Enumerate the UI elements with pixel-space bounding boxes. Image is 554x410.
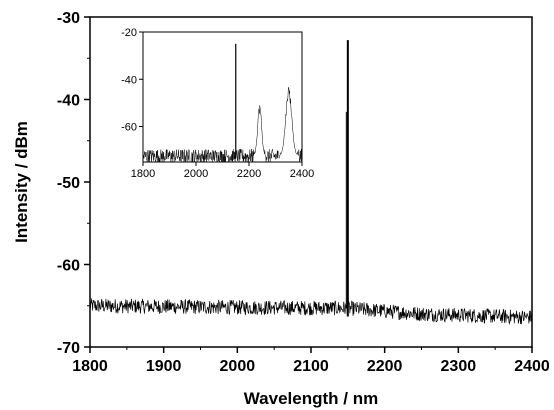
inset-x-tick-label: 2400: [290, 168, 314, 180]
x-axis-label: Wavelength / nm: [244, 389, 378, 408]
inset-plot: 1800 2000 2200 2400 -20 -40 -60: [121, 27, 314, 180]
inset-x-tick-label: 2000: [184, 168, 208, 180]
main-x-tick-label: 2400: [514, 358, 550, 375]
main-y-tick-label: -70: [57, 340, 80, 357]
inset-background: [143, 32, 302, 162]
main-plot: 1800 1900 2000 2100 2200 2300 2400 -70 -60 -50 -40…: [57, 10, 550, 375]
main-x-tick-label: 2300: [441, 358, 477, 375]
main-y-tick-label: -30: [57, 10, 80, 27]
main-x-tick-label: 1800: [72, 358, 108, 375]
main-x-tick-label: 2200: [367, 358, 403, 375]
main-y-tick-label: -40: [57, 93, 80, 110]
y-axis-label: Intensity / dBm: [12, 121, 31, 243]
main-x-tick-label: 2100: [293, 358, 329, 375]
inset-y-tick-label: -60: [121, 122, 137, 134]
series-1-noise: [89, 298, 533, 325]
inset-x-tick-label: 1800: [131, 168, 155, 180]
main-x-tick-label: 2000: [220, 358, 256, 375]
main-y-tick-label: -60: [57, 258, 80, 275]
inset-y-tick-label: -40: [121, 74, 137, 86]
main-x-tick-label: 1900: [146, 358, 182, 375]
inset-y-tick-label: -20: [121, 27, 137, 39]
inset-x-tick-label: 2200: [237, 168, 261, 180]
inset-frame: [142, 31, 303, 163]
main-y-tick-label: -50: [57, 175, 80, 192]
